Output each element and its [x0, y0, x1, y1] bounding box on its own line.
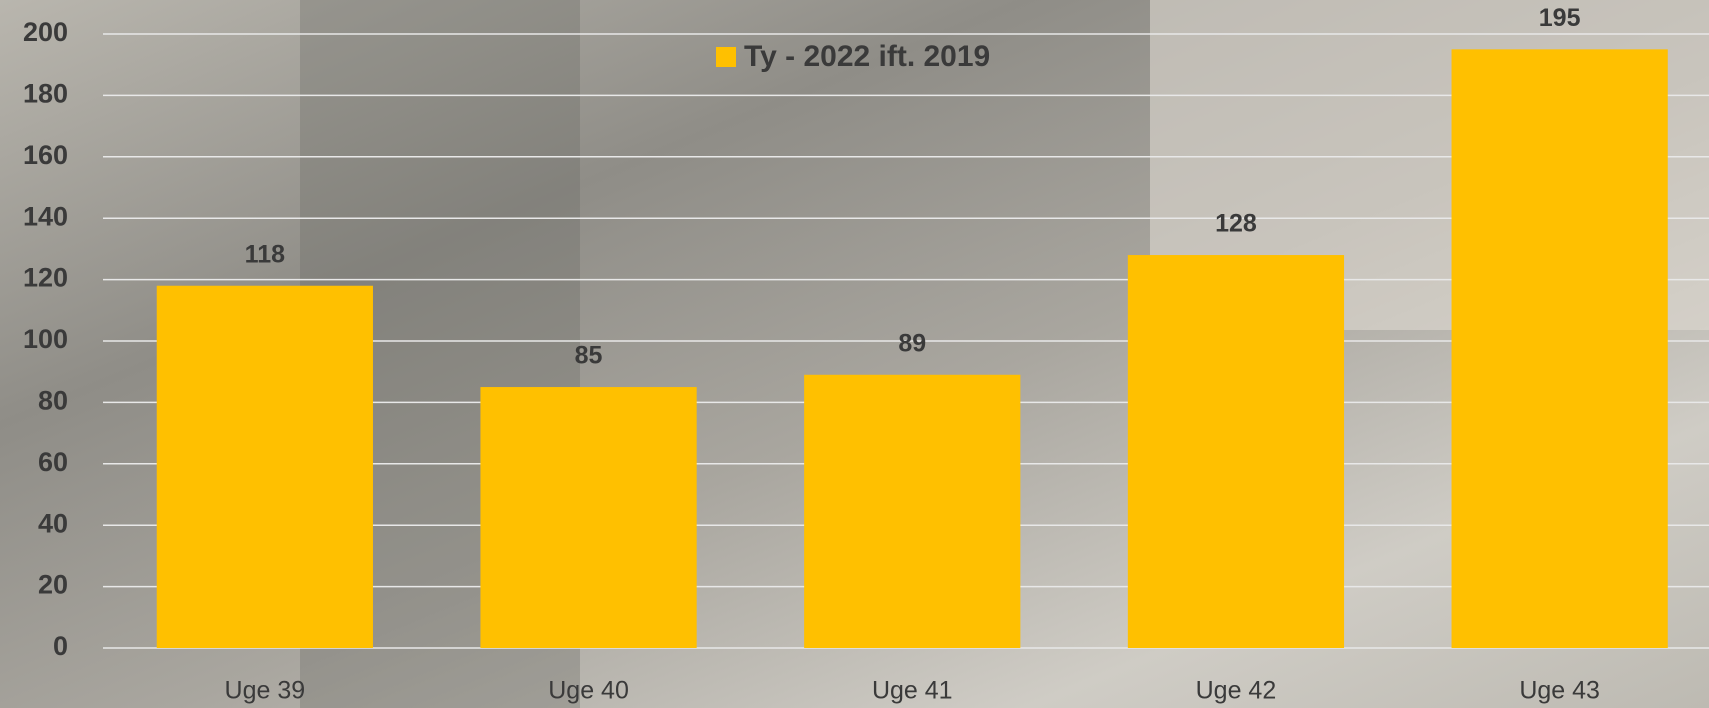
legend-swatch	[716, 47, 736, 67]
y-tick-label: 60	[38, 447, 68, 477]
chart: Ty - 2022 ift. 2019 0 20 40 60 80 100 120 140 16…	[0, 0, 1709, 708]
y-tick-label: 180	[23, 79, 68, 109]
x-tick-label: Uge 39	[225, 677, 306, 705]
bar	[1128, 255, 1344, 648]
x-tick-label: Uge 42	[1196, 677, 1277, 705]
y-tick-label: 200	[23, 17, 68, 47]
y-tick-label: 20	[38, 570, 68, 600]
y-tick-label: 100	[23, 324, 68, 354]
value-label: 118	[245, 240, 285, 268]
page: {"chart_data": {"type": "bar", "legend_l…	[0, 0, 1709, 708]
x-tick-label: Uge 40	[548, 677, 629, 705]
y-tick-label: 0	[53, 631, 68, 661]
y-tick-label: 160	[23, 140, 68, 170]
bar	[1452, 49, 1668, 648]
value-label: 128	[1215, 210, 1257, 238]
bar	[480, 387, 696, 648]
value-label: 85	[575, 342, 603, 370]
y-tick-label: 120	[23, 263, 68, 293]
bar	[804, 375, 1020, 648]
value-label: 195	[1539, 4, 1581, 32]
y-tick-label: 140	[23, 201, 68, 231]
bar	[157, 286, 373, 648]
x-tick-label: Uge 43	[1519, 677, 1600, 705]
y-tick-label: 80	[38, 386, 68, 416]
x-tick-label: Uge 41	[872, 677, 953, 705]
legend-label: Ty - 2022 ift. 2019	[744, 40, 990, 73]
y-tick-label: 40	[38, 508, 68, 538]
value-label: 89	[898, 329, 926, 357]
